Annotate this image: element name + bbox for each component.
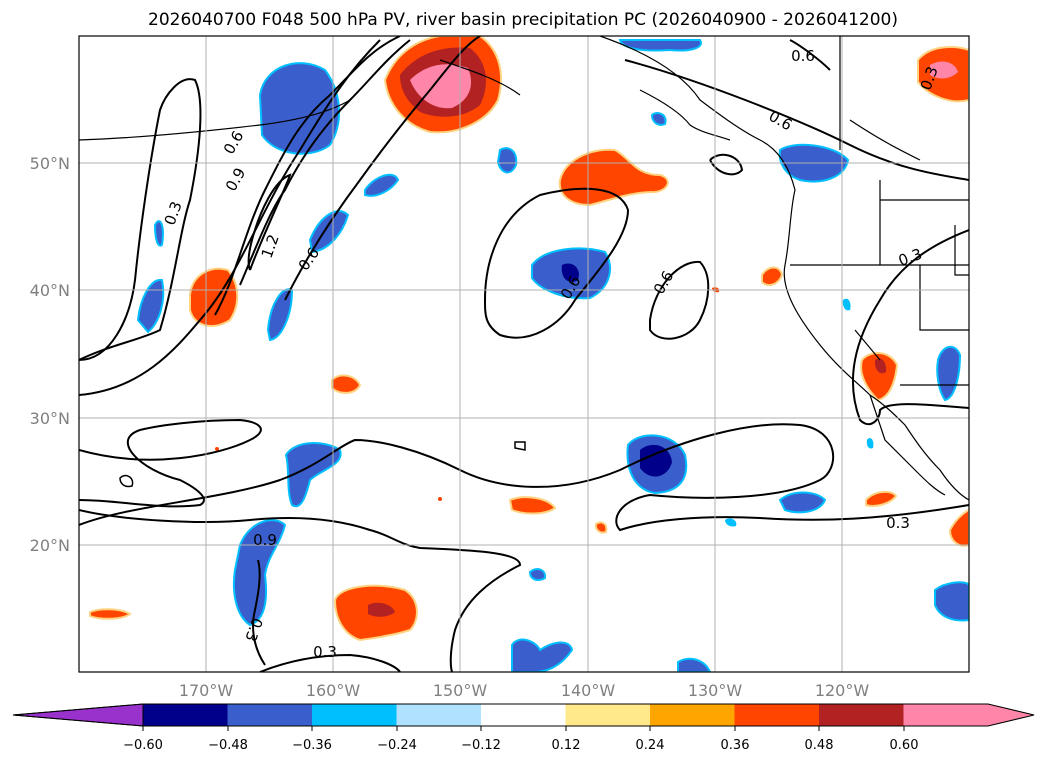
colorbar-label: 0.60: [890, 738, 919, 753]
colorbar-extension-high: [988, 704, 1034, 726]
colorbar-segment: [481, 704, 566, 726]
lat-label: 40°N: [30, 281, 70, 300]
colorbar-label: 0.24: [636, 738, 665, 753]
lon-label: 130°W: [688, 681, 743, 700]
colorbar-outline-left: [12, 703, 144, 727]
lon-label: 150°W: [433, 681, 488, 700]
contour-label: 0.3: [886, 514, 910, 532]
colorbar-segments: [12, 703, 1035, 727]
colorbar-label: −0.24: [377, 738, 417, 753]
longitude-labels: 170°W 160°W 150°W 140°W 130°W 120°W: [179, 681, 870, 700]
colorbar-label: 0.36: [721, 738, 750, 753]
figure-title: 2026040700 F048 500 hPa PV, river basin …: [148, 10, 898, 30]
contour-label: 0.3: [313, 643, 337, 661]
colorbar-label: −0.48: [208, 738, 248, 753]
colorbar-label: −0.60: [123, 738, 163, 753]
colorbar-segment: [227, 704, 313, 726]
map-frame: [78, 35, 970, 673]
lat-label: 20°N: [30, 536, 70, 555]
colorbar-label: 0.48: [805, 738, 834, 753]
colorbar: −0.60 −0.48 −0.36 −0.24 −0.12 0.12 0.24 …: [12, 703, 1035, 753]
contour-label: 0.6: [791, 47, 815, 65]
lon-label: 120°W: [815, 681, 870, 700]
latitude-labels: 20°N 30°N 40°N 50°N: [30, 154, 70, 555]
positive-precip-regions: [89, 36, 969, 642]
colorbar-segment: [312, 704, 397, 726]
colorbar-segment: [565, 704, 651, 726]
colorbar-label: −0.36: [292, 738, 332, 753]
lon-label: 160°W: [306, 681, 361, 700]
coastlines: [79, 36, 969, 501]
map-content: 0.3 0.6 0.9 1.2 0.6 0.3 0.6 0.3 0.3 0.3 …: [79, 36, 969, 672]
colorbar-label: −0.12: [461, 738, 501, 753]
gridlines: [79, 36, 969, 672]
lat-label: 50°N: [30, 154, 70, 173]
lon-label: 140°W: [561, 681, 616, 700]
colorbar-label: 0.12: [552, 738, 581, 753]
colorbar-extension-low: [13, 704, 143, 726]
lat-label: 30°N: [30, 409, 70, 428]
colorbar-segment: [143, 704, 228, 726]
colorbar-segment: [819, 704, 904, 726]
colorbar-segment: [903, 704, 989, 726]
colorbar-ticks: [142, 726, 905, 731]
colorbar-segment: [650, 704, 735, 726]
contour-label: 0.9: [253, 531, 277, 549]
colorbar-segment: [396, 704, 482, 726]
contour-labels: 0.3 0.6 0.9 1.2 0.6 0.3 0.6 0.3 0.3 0.3 …: [161, 47, 942, 661]
lon-label: 170°W: [179, 681, 234, 700]
pv-contours: [79, 36, 969, 672]
colorbar-segment: [734, 704, 820, 726]
map-background: [79, 36, 969, 672]
colorbar-labels: −0.60 −0.48 −0.36 −0.24 −0.12 0.12 0.24 …: [123, 738, 918, 753]
